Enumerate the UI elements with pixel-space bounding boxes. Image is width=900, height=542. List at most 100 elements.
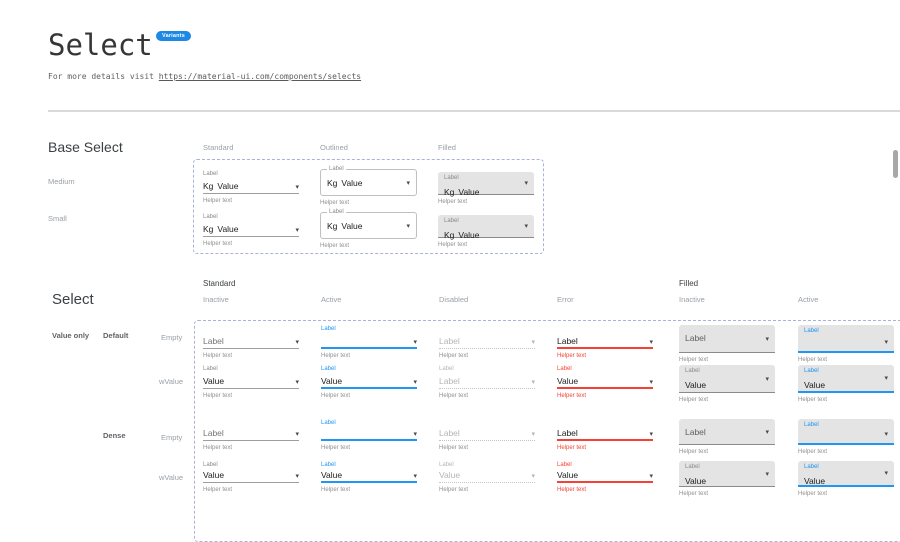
helper-text: Helper text xyxy=(798,357,828,363)
select-dense-standard-active-wvalue[interactable]: Label Value ▾ Helper text xyxy=(321,461,417,493)
helper-text: Helper text xyxy=(679,449,709,455)
base-standard-medium-select[interactable]: Label Kg Value ▾ Helper text xyxy=(203,170,299,204)
select-label: Label xyxy=(804,328,819,334)
select-label: Label xyxy=(321,366,336,372)
filled-box: Label Value ▾ xyxy=(798,461,894,487)
select-label: Label xyxy=(444,175,459,181)
dropdown-arrow-icon: ▾ xyxy=(884,469,888,477)
select-underline xyxy=(557,439,653,441)
vertical-scrollbar-thumb[interactable] xyxy=(893,150,898,178)
base-outlined-medium-select[interactable]: Label Kg Value ▾ Helper text xyxy=(320,166,417,206)
select-underline xyxy=(321,481,417,483)
filled-box: Label Kg Value ▾ xyxy=(438,172,534,197)
row-header-value-only: Value only xyxy=(52,331,90,340)
select-underline xyxy=(321,387,417,389)
select-label: Label xyxy=(685,368,700,374)
select-label: Label xyxy=(557,366,572,372)
select-placeholder-label: Label xyxy=(203,428,224,438)
dropdown-arrow-icon: ▾ xyxy=(295,338,299,346)
select-underline xyxy=(557,481,653,483)
base-outlined-small-select[interactable]: Label Kg Value ▾ Helper text xyxy=(320,209,417,249)
filled-box: Label ▾ xyxy=(798,325,894,353)
select-standard-inactive-wvalue[interactable]: Label Value ▾ Helper text xyxy=(203,365,299,399)
outlined-box: Label Kg Value ▾ xyxy=(320,166,417,196)
select-filled-active-empty[interactable]: Label ▾ Helper text xyxy=(798,325,894,363)
base-standard-small-select[interactable]: Label Kg Value ▾ Helper text xyxy=(203,213,299,247)
dropdown-arrow-icon: ▾ xyxy=(295,226,299,234)
select-underline xyxy=(439,348,535,349)
select-filled-inactive-wvalue[interactable]: Label Value ▾ Helper text xyxy=(679,365,775,403)
header-divider xyxy=(48,110,900,112)
dropdown-arrow-icon: ▾ xyxy=(531,430,535,438)
select-placeholder-label: Label xyxy=(685,427,706,437)
helper-text: Helper text xyxy=(439,353,469,359)
select-value: Value xyxy=(321,470,343,480)
row-header-small: Small xyxy=(48,214,67,223)
helper-text: Helper text xyxy=(439,445,469,451)
base-filled-medium-select[interactable]: Label Kg Value ▾ Helper text xyxy=(438,172,534,205)
helper-text: Helper text xyxy=(557,487,587,493)
dropdown-arrow-icon: ▾ xyxy=(649,472,653,480)
dropdown-arrow-icon: ▾ xyxy=(765,469,769,478)
page-subtitle: For more details visit https://material-… xyxy=(48,72,361,81)
select-standard-inactive-empty[interactable]: Label ▾ Helper text xyxy=(203,325,299,359)
filled-box: Label Value ▾ xyxy=(679,365,775,393)
select-standard-error-wvalue[interactable]: Label Value ▾ Helper text xyxy=(557,365,653,399)
select-value: Value xyxy=(804,380,826,390)
select-label: Label xyxy=(203,462,218,468)
filled-box: Label Value ▾ xyxy=(798,365,894,393)
page-title: Select xyxy=(48,28,153,62)
select-label: Label xyxy=(203,214,218,220)
select-label: Label xyxy=(444,218,459,224)
select-value: Value xyxy=(557,470,579,480)
select-dense-filled-inactive-empty[interactable]: Label ▾ Helper text xyxy=(679,419,775,455)
select-label: Label xyxy=(685,464,700,470)
dropdown-arrow-icon: ▾ xyxy=(531,378,535,386)
helper-text: Helper text xyxy=(798,397,828,403)
select-dense-standard-error-empty[interactable]: Label ▾ Helper text xyxy=(557,419,653,451)
select-underline xyxy=(439,388,535,389)
select-filled-active-wvalue[interactable]: Label Value ▾ Helper text xyxy=(798,365,894,403)
select-value: Value xyxy=(685,476,707,486)
select-dense-standard-inactive-wvalue[interactable]: Label Value ▾ Helper text xyxy=(203,461,299,493)
helper-text: Helper text xyxy=(439,487,469,493)
select-filled-inactive-empty[interactable]: Label ▾ Helper text xyxy=(679,325,775,363)
select-standard-active-wvalue[interactable]: Label Value ▾ Helper text xyxy=(321,365,417,399)
select-underline xyxy=(203,388,299,389)
select-value: Kg Value xyxy=(203,224,239,234)
select-dense-filled-active-empty[interactable]: Label ▾ Helper text xyxy=(798,419,894,455)
select-value: Value xyxy=(439,470,461,480)
variants-badge: Variants xyxy=(156,31,192,41)
row-header-wvalue: wValue xyxy=(159,377,184,386)
select-underline xyxy=(203,440,299,441)
select-value: Kg Value xyxy=(444,187,480,197)
select-dense-standard-inactive-empty[interactable]: Label ▾ Helper text xyxy=(203,419,299,451)
select-dense-standard-active-empty[interactable]: Label ▾ Helper text xyxy=(321,419,417,451)
base-select-group-outline xyxy=(193,159,544,254)
select-dense-filled-inactive-wvalue[interactable]: Label Value ▾ Helper text xyxy=(679,461,775,497)
outlined-box: Label Kg Value ▾ xyxy=(320,209,417,239)
dropdown-arrow-icon: ▾ xyxy=(765,374,769,383)
base-filled-small-select[interactable]: Label Kg Value ▾ Helper text xyxy=(438,215,534,248)
select-label: Label xyxy=(327,166,346,173)
column-header-filled: Filled xyxy=(438,143,456,152)
helper-text: Helper text xyxy=(557,393,587,399)
dropdown-arrow-icon: ▾ xyxy=(531,472,535,480)
select-value: Value xyxy=(685,380,707,390)
select-label: Label xyxy=(327,209,346,216)
column-header-standard: Standard xyxy=(203,143,234,152)
select-value: Value xyxy=(804,476,826,486)
dropdown-arrow-icon: ▾ xyxy=(765,334,769,343)
select-standard-error-empty[interactable]: Label ▾ Helper text xyxy=(557,325,653,359)
helper-text: Helper text xyxy=(439,393,469,399)
select-label: Label xyxy=(203,171,218,177)
select-standard-active-empty[interactable]: Label ▾ Helper text xyxy=(321,325,417,359)
helper-text: Helper text xyxy=(438,199,468,205)
material-ui-link[interactable]: https://material-ui.com/components/selec… xyxy=(158,72,362,81)
select-dense-filled-active-wvalue[interactable]: Label Value ▾ Helper text xyxy=(798,461,894,497)
dropdown-arrow-icon: ▾ xyxy=(295,472,299,480)
dropdown-arrow-icon: ▾ xyxy=(649,378,653,386)
select-label: Label xyxy=(804,422,819,428)
select-label: Label xyxy=(557,462,572,468)
select-dense-standard-error-wvalue[interactable]: Label Value ▾ Helper text xyxy=(557,461,653,493)
